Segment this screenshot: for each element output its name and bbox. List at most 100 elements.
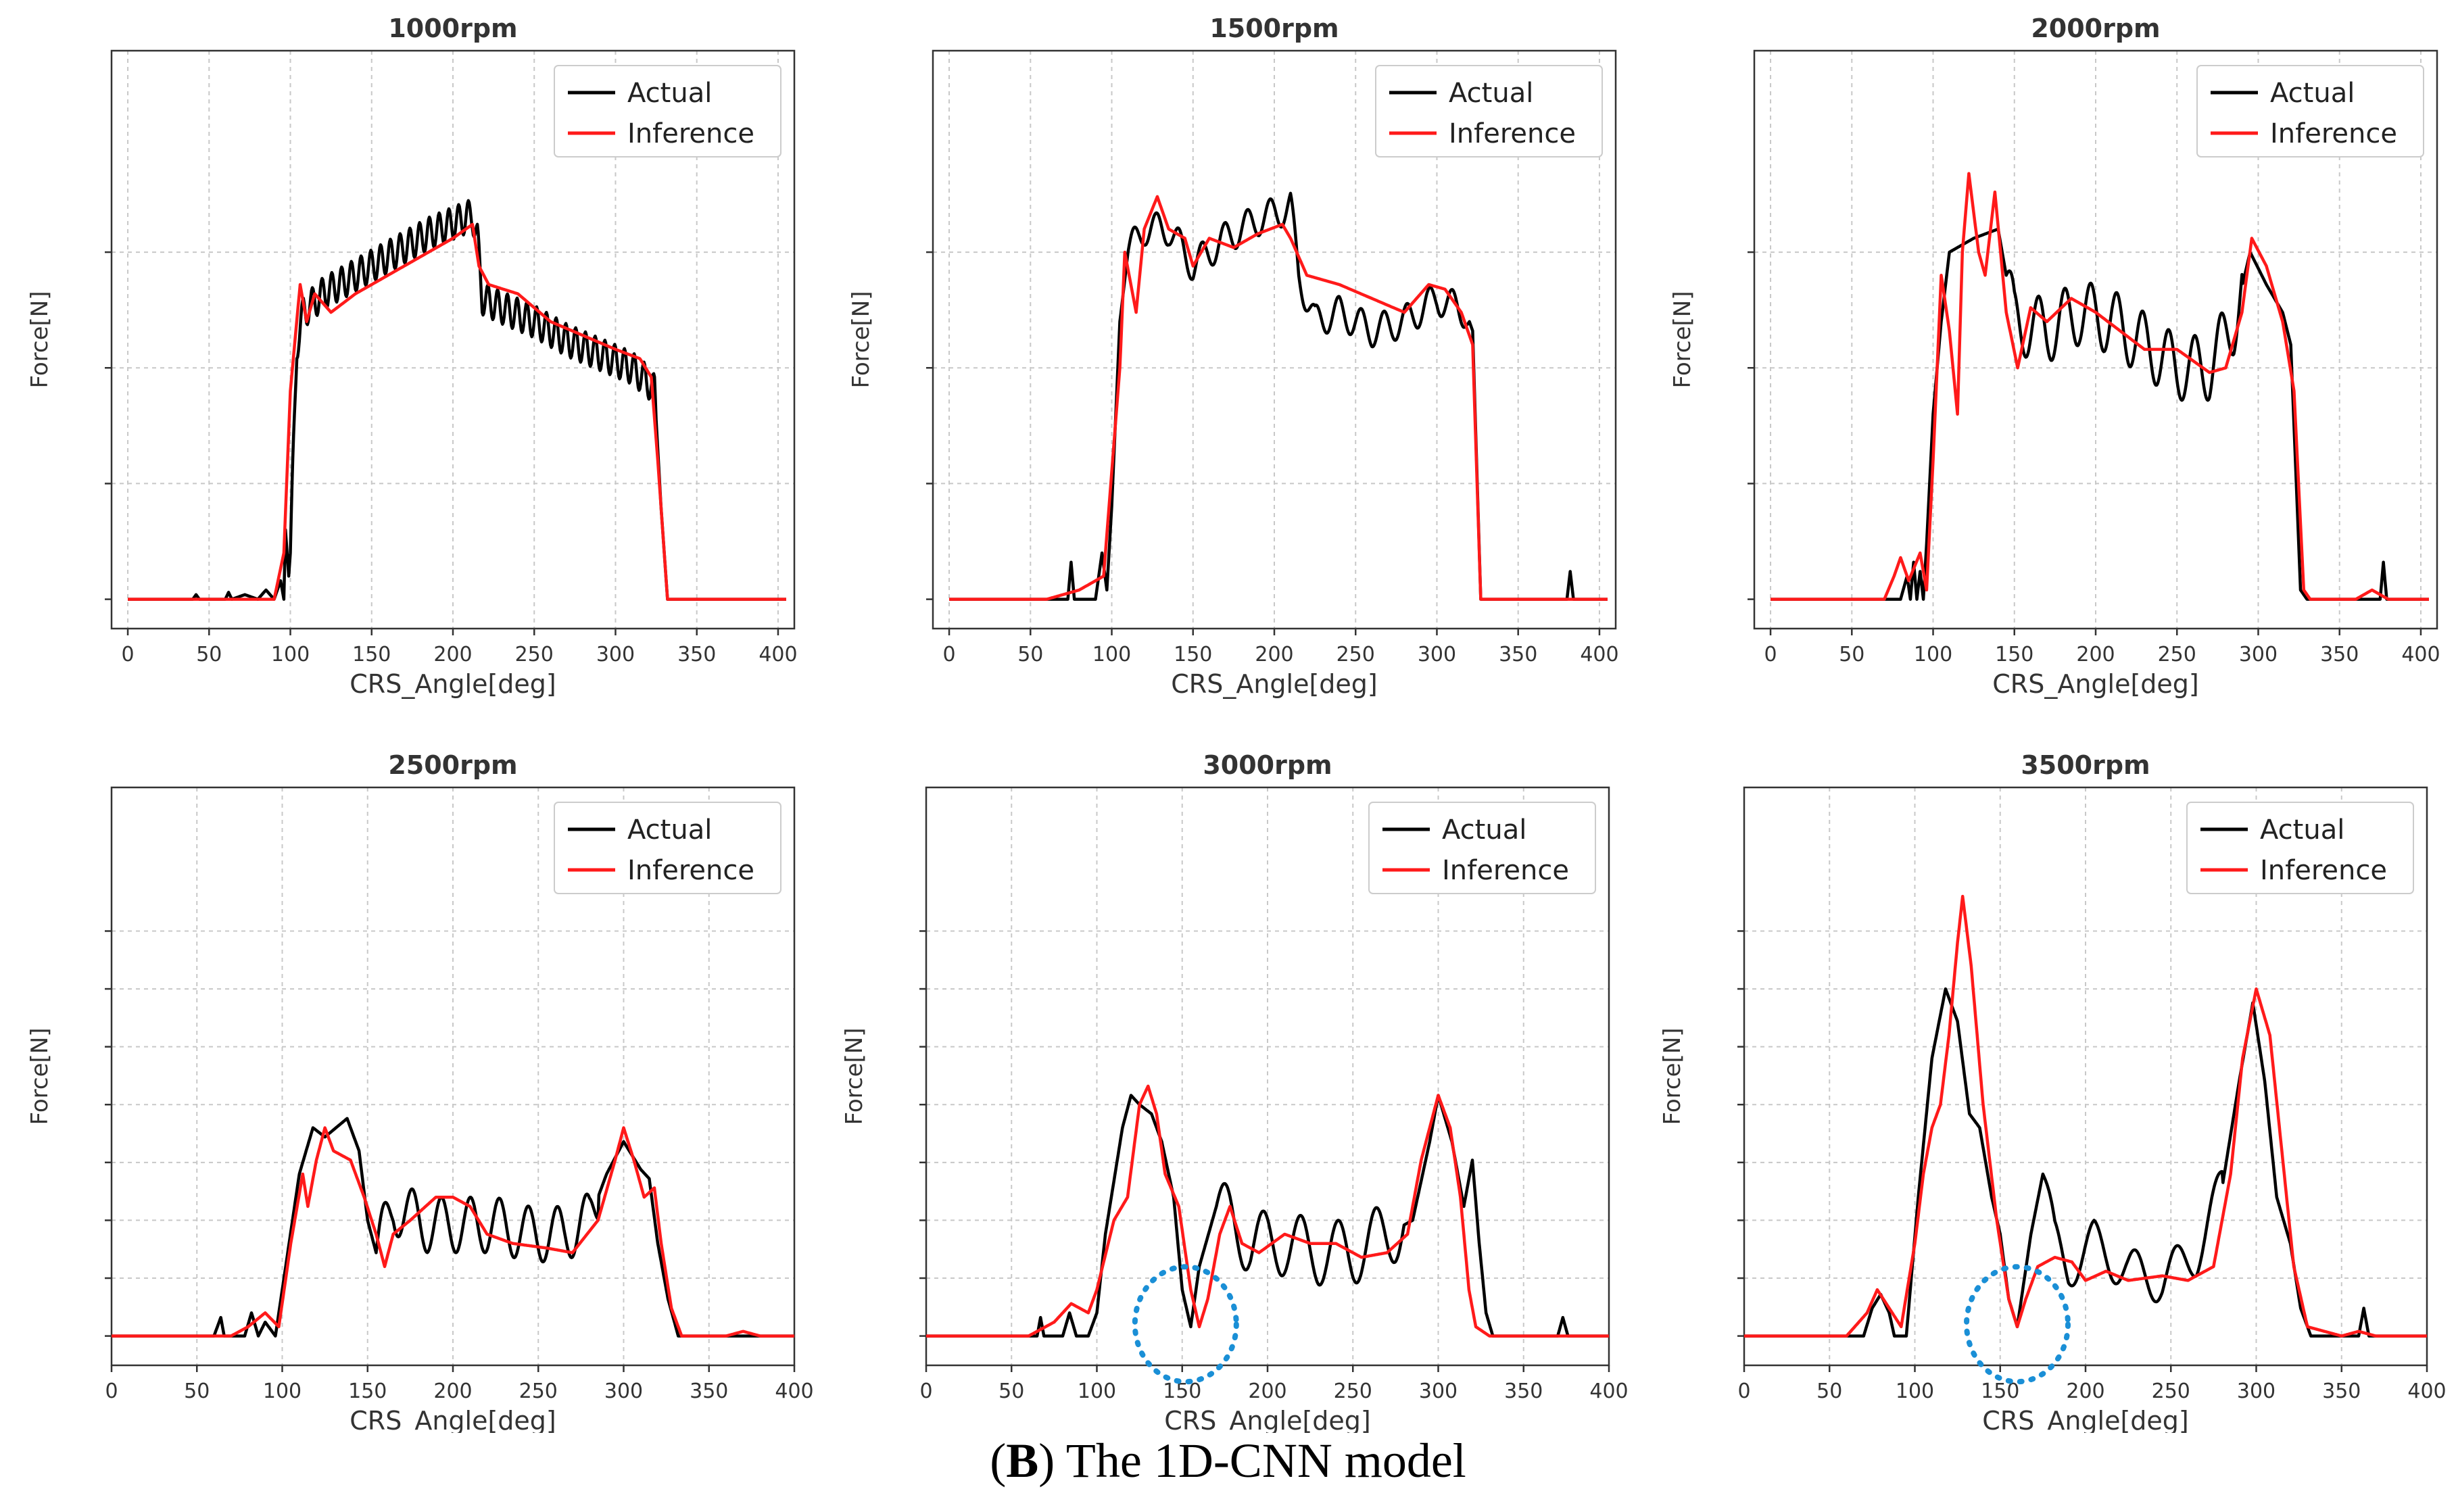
legend-label-inference: Inference [2260, 855, 2387, 886]
series-line-inference [948, 195, 1609, 601]
x-tick-label: 150 [1995, 643, 2033, 666]
legend-label-inference: Inference [1449, 118, 1576, 149]
x-tick-label: 100 [1914, 643, 1952, 666]
x-tick-label: 150 [1163, 1380, 1201, 1403]
x-tick-label: 350 [1504, 1380, 1543, 1403]
series-line-actual [948, 191, 1609, 601]
subplot-6: 0 50 100 150 200 250 300 350 400 3500rpm CRS_Angle… [1659, 750, 2447, 1436]
x-tick-label: 50 [1816, 1380, 1842, 1403]
x-tick-label: 100 [1078, 1380, 1116, 1403]
x-axis-label: CRS_Angle[deg] [1992, 669, 2198, 699]
x-tick-label: 150 [348, 1380, 387, 1403]
x-tick-label: 300 [1418, 643, 1456, 666]
caption-open: ( [990, 1434, 1007, 1488]
x-tick-label: 400 [1580, 643, 1618, 666]
x-tick-label: 100 [1092, 643, 1131, 666]
legend-label-actual: Actual [627, 814, 712, 846]
series-line-actual [127, 199, 788, 601]
chart-title: 3500rpm [2021, 750, 2150, 780]
x-tick-label: 100 [263, 1380, 302, 1403]
x-tick-label: 400 [1589, 1380, 1628, 1403]
x-tick-label: 50 [1839, 643, 1864, 666]
x-tick-label: 350 [2322, 1380, 2361, 1403]
x-tick-label: 150 [1981, 1380, 2019, 1403]
x-tick-label: 300 [2239, 643, 2278, 666]
x-tick-label: 200 [1248, 1380, 1286, 1403]
chart-title: 2500rpm [388, 750, 517, 780]
y-axis-label: Force[N] [26, 1028, 53, 1125]
chart-title: 1000rpm [388, 14, 517, 43]
chart-grid: 0 50 100 150 200 250 300 350 400 1000rpm CRS_Angle… [26, 14, 2447, 1436]
legend-label-actual: Actual [627, 78, 712, 109]
legend-label-inference: Inference [2270, 118, 2397, 149]
x-tick-label: 150 [1174, 643, 1212, 666]
x-tick-label: 400 [775, 1380, 813, 1403]
x-tick-label: 350 [690, 1380, 728, 1403]
x-tick-label: 250 [1334, 1380, 1372, 1403]
x-axis-label: CRS_Angle[deg] [350, 669, 556, 699]
subplot-4: 0 50 100 150 200 250 300 350 400 2500rpm CRS_Angle… [26, 750, 814, 1436]
x-tick-label: 250 [1337, 643, 1375, 666]
x-tick-label: 300 [1419, 1380, 1458, 1403]
x-tick-label: 350 [2320, 643, 2359, 666]
legend-label-actual: Actual [2270, 78, 2355, 109]
x-tick-label: 100 [1896, 1380, 1934, 1403]
highlight-circle [1132, 1264, 1239, 1385]
x-tick-label: 200 [1255, 643, 1293, 666]
x-axis-label: CRS_Angle[deg] [1164, 1406, 1370, 1433]
series-line-inference [1770, 172, 2430, 601]
legend-label-actual: Actual [1449, 78, 1533, 109]
legend-label-actual: Actual [2260, 814, 2344, 846]
x-tick-label: 300 [2237, 1380, 2276, 1403]
x-tick-label: 350 [677, 643, 716, 666]
highlight-circle [1964, 1264, 2071, 1385]
chart-title: 2000rpm [2031, 14, 2160, 43]
x-tick-label: 200 [2066, 1380, 2104, 1403]
legend-label-inference: Inference [1442, 855, 1569, 886]
x-tick-label: 50 [184, 1380, 210, 1403]
y-axis-label: Force[N] [848, 291, 875, 389]
chart-title: 1500rpm [1209, 14, 1339, 43]
x-tick-label: 100 [271, 643, 310, 666]
x-tick-label: 0 [105, 1380, 118, 1403]
series-line-inference [127, 222, 788, 601]
x-tick-label: 0 [1764, 643, 1777, 666]
caption-rest: ) The 1D-CNN model [1038, 1434, 1466, 1488]
series-line-actual [1770, 227, 2430, 601]
x-tick-label: 50 [998, 1380, 1024, 1403]
x-tick-label: 200 [433, 643, 472, 666]
figure-caption: (B) The 1D-CNN model [0, 1433, 2456, 1489]
x-tick-label: 0 [943, 643, 956, 666]
series-line-inference [925, 1084, 1610, 1338]
subplot-2: 0 50 100 150 200 250 300 350 400 1500rpm CRS_Angle… [848, 14, 1619, 699]
x-tick-label: 200 [2076, 643, 2115, 666]
x-tick-label: 0 [919, 1380, 932, 1403]
subplot-1: 0 50 100 150 200 250 300 350 400 1000rpm CRS_Angle… [26, 14, 798, 699]
x-tick-label: 250 [2152, 1380, 2190, 1403]
x-axis-label: CRS_Angle[deg] [1982, 1406, 2188, 1433]
x-tick-label: 150 [352, 643, 391, 666]
y-axis-label: Force[N] [26, 291, 53, 389]
x-axis-label: CRS_Angle[deg] [1171, 669, 1377, 699]
x-axis-label: CRS_Angle[deg] [350, 1406, 556, 1433]
x-tick-label: 50 [196, 643, 222, 666]
y-axis-label: Force[N] [1669, 291, 1696, 389]
y-axis-label: Force[N] [841, 1028, 868, 1125]
subplot-3: 0 50 100 150 200 250 300 350 400 2000rpm CRS_Angle… [1669, 14, 2440, 699]
legend-label-inference: Inference [627, 855, 754, 886]
x-tick-label: 350 [1499, 643, 1537, 666]
x-tick-label: 250 [2158, 643, 2196, 666]
legend-label-actual: Actual [1442, 814, 1526, 846]
y-axis-label: Force[N] [1659, 1028, 1686, 1125]
series-line-actual [1743, 987, 2428, 1338]
chart-title: 3000rpm [1203, 750, 1332, 780]
subplot-5: 0 50 100 150 200 250 300 350 400 3000rpm CRS_Angle… [841, 750, 1629, 1436]
x-tick-label: 400 [759, 643, 797, 666]
x-tick-label: 200 [433, 1380, 472, 1403]
x-tick-label: 300 [604, 1380, 643, 1403]
x-tick-label: 0 [122, 643, 135, 666]
x-tick-label: 400 [2407, 1380, 2446, 1403]
x-tick-label: 250 [519, 1380, 558, 1403]
x-tick-label: 0 [1737, 1380, 1750, 1403]
